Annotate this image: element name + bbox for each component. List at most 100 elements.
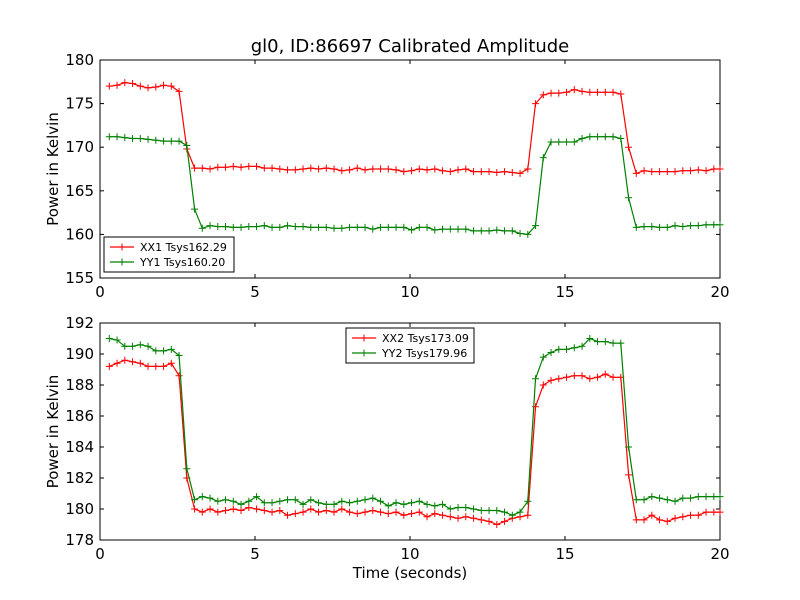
data-point — [245, 223, 253, 231]
data-point — [361, 496, 369, 504]
data-point — [129, 358, 137, 366]
data-point — [229, 497, 237, 505]
data-point — [253, 223, 261, 231]
data-point — [694, 511, 702, 519]
data-point — [415, 223, 423, 231]
data-point — [446, 505, 454, 513]
data-point — [423, 513, 431, 521]
data-point — [710, 221, 718, 229]
data-point — [547, 89, 555, 97]
data-point — [439, 500, 447, 508]
y-tick-label: 184 — [65, 438, 94, 456]
y-tick-label: 180 — [65, 500, 94, 518]
data-point — [144, 84, 152, 92]
data-point — [338, 224, 346, 232]
data-point — [307, 496, 315, 504]
data-point — [400, 223, 408, 231]
data-point — [330, 165, 338, 173]
data-point — [377, 497, 385, 505]
data-point — [563, 88, 571, 96]
data-point — [260, 222, 268, 230]
y-tick-label: 190 — [65, 345, 94, 363]
data-point — [423, 223, 431, 231]
top-panel: 0 5 10 15 20 155 160 165 170 175 180 Power in Kelvi… — [44, 51, 730, 301]
data-point — [214, 497, 222, 505]
data-point — [392, 508, 400, 516]
data-point — [206, 505, 214, 513]
data-point — [268, 508, 276, 516]
data-point — [284, 222, 292, 230]
data-point — [392, 166, 400, 174]
data-point — [160, 81, 168, 89]
data-point — [291, 496, 299, 504]
data-point — [687, 494, 695, 502]
data-point — [222, 507, 230, 515]
data-point — [609, 373, 617, 381]
data-point — [625, 443, 633, 451]
legend-box — [345, 327, 475, 364]
data-point — [315, 508, 323, 516]
data-point — [129, 342, 137, 350]
data-point — [477, 507, 485, 515]
data-point — [493, 507, 501, 515]
data-point — [415, 508, 423, 516]
data-point — [245, 162, 253, 170]
data-point — [439, 225, 447, 233]
data-point — [361, 166, 369, 174]
y-tick-label: 188 — [65, 376, 94, 394]
data-point — [617, 90, 625, 98]
data-point — [121, 342, 129, 350]
data-point — [431, 510, 439, 518]
data-point — [578, 134, 586, 142]
data-point — [121, 134, 129, 142]
data-point — [338, 167, 346, 175]
data-point — [276, 223, 284, 231]
data-point — [470, 168, 478, 176]
data-point — [253, 493, 261, 501]
data-point — [105, 362, 113, 370]
data-point — [315, 499, 323, 507]
data-point — [268, 164, 276, 172]
data-point — [268, 223, 276, 231]
data-point — [640, 167, 648, 175]
data-point — [508, 511, 516, 519]
data-point — [369, 507, 377, 515]
data-point — [129, 134, 137, 142]
legend-label: YY1 Tsys160.20 — [139, 256, 225, 269]
data-point — [167, 82, 175, 90]
legend-marker — [360, 334, 368, 342]
data-point — [322, 507, 330, 515]
y-tick-label: 170 — [65, 138, 94, 156]
data-point — [454, 166, 462, 174]
data-point — [586, 88, 594, 96]
data-point — [485, 507, 493, 515]
data-point — [671, 222, 679, 230]
data-point — [113, 336, 121, 344]
data-point — [191, 496, 199, 504]
data-point — [501, 517, 509, 525]
legend-label: YY2 Tsys179.96 — [381, 347, 467, 360]
data-point — [175, 372, 183, 380]
data-point — [671, 497, 679, 505]
data-point — [702, 493, 710, 501]
data-point — [446, 168, 454, 176]
data-point — [656, 494, 664, 502]
data-point — [656, 223, 664, 231]
data-point — [679, 494, 687, 502]
data-point — [716, 508, 724, 516]
data-point — [415, 165, 423, 173]
data-point — [338, 497, 346, 505]
data-point — [547, 138, 555, 146]
data-point — [617, 339, 625, 347]
data-point — [408, 226, 416, 234]
data-point — [330, 500, 338, 508]
data-point — [547, 348, 555, 356]
data-point — [353, 510, 361, 518]
legend-marker — [360, 349, 368, 357]
x-tick-label: 20 — [710, 545, 729, 563]
data-point — [175, 87, 183, 95]
data-point — [555, 89, 563, 97]
data-point — [384, 502, 392, 510]
data-point — [136, 134, 144, 142]
